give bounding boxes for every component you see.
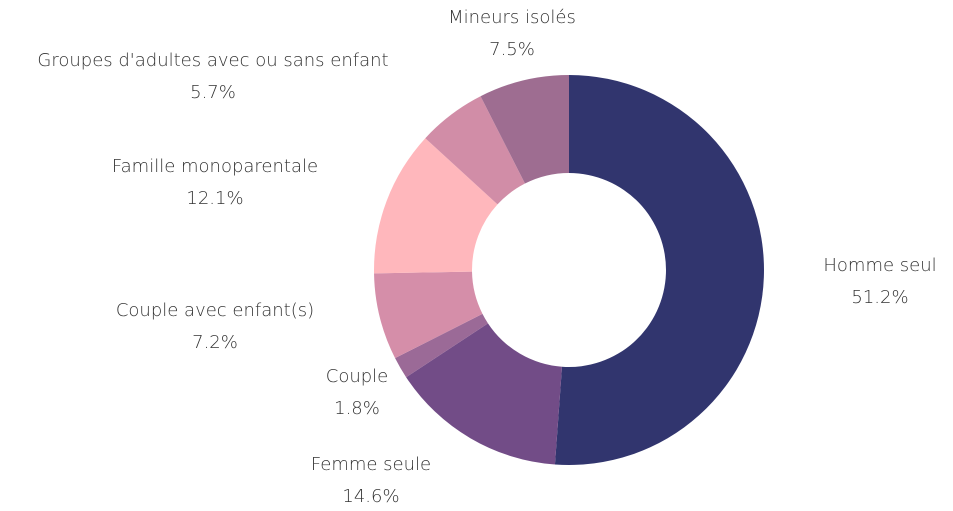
- slice-value-label: 12.1%: [186, 188, 243, 209]
- donut-slice: [374, 138, 498, 274]
- slice-label: Femme seule: [311, 454, 431, 475]
- slice-label: Famille monoparentale: [112, 156, 318, 177]
- slice-value-label: 1.8%: [334, 398, 380, 419]
- slice-value-label: 7.2%: [192, 332, 238, 353]
- donut-slice: [480, 75, 569, 184]
- slice-value-label: 14.6%: [342, 486, 399, 507]
- donut-slice: [425, 96, 526, 205]
- slice-label: Homme seul: [823, 255, 936, 276]
- slice-value-label: 51.2%: [851, 287, 908, 308]
- donut-slice: [374, 271, 483, 359]
- slice-label: Couple: [326, 366, 389, 387]
- donut-slice: [406, 323, 563, 465]
- donut-slice: [395, 313, 488, 378]
- donut-slice: [554, 75, 765, 466]
- slice-label: Groupes d'adultes avec ou sans enfant: [37, 50, 388, 71]
- slice-label: Mineurs isolés: [448, 7, 576, 28]
- slice-value-label: 7.5%: [489, 39, 535, 60]
- slice-value-label: 5.7%: [190, 82, 236, 103]
- slice-label: Couple avec enfant(s): [116, 300, 314, 321]
